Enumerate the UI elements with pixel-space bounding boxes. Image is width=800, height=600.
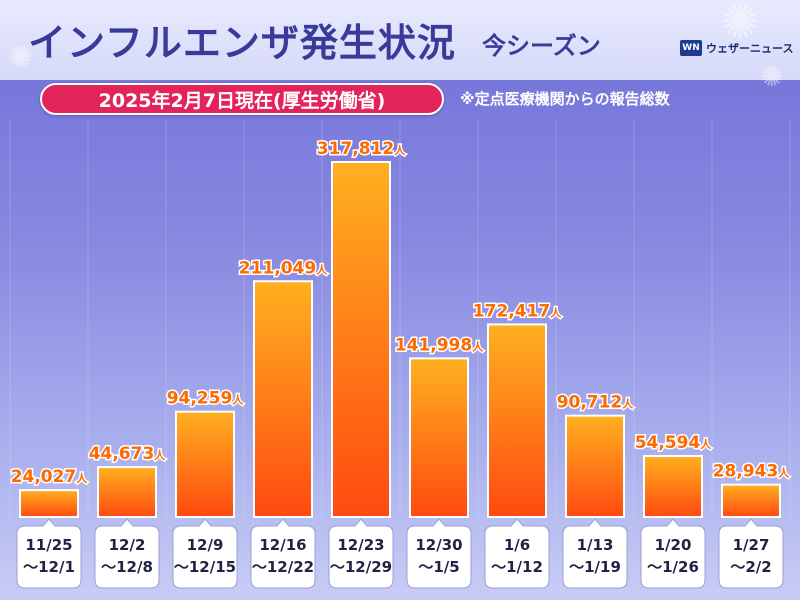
- bar: [331, 161, 391, 518]
- category-tick-label: 〜1/5: [418, 558, 459, 576]
- data-label: 141,998人: [395, 335, 484, 355]
- category-label-box: [562, 518, 628, 589]
- category-tick-label: 〜2/2: [730, 558, 771, 576]
- category-label-box: [718, 518, 784, 589]
- bar: [565, 414, 625, 518]
- category-tick-label: 〜12/15: [174, 558, 236, 576]
- data-label: 44,673人: [89, 444, 167, 464]
- brand-logo: WN ウェザーニュース: [680, 40, 793, 56]
- category-tick-label: 〜12/22: [252, 558, 314, 576]
- date-badge: 2025年2月7日現在(厚生労働省): [40, 83, 444, 115]
- data-label: 211,049人: [239, 258, 328, 278]
- category-tick-label: 〜12/1: [23, 558, 75, 576]
- category-tick-label: 〜1/12: [491, 558, 543, 576]
- category-tick-label: 1/13: [577, 536, 614, 554]
- category-tick-label: 〜12/8: [101, 558, 153, 576]
- virus-decoration-icon: ✺: [760, 60, 784, 93]
- virus-decoration-icon: ✺: [8, 40, 34, 75]
- title-band: [0, 0, 800, 80]
- page-title: インフルエンザ発生状況: [28, 21, 456, 65]
- source-note: ※定点医療機関からの報告総数: [460, 90, 670, 108]
- brand-logo-icon: WN: [680, 40, 702, 56]
- category-label-box: [250, 518, 316, 589]
- data-label: 90,712人: [557, 393, 635, 413]
- data-label: 28,943人: [713, 462, 791, 482]
- data-label: 24,027人: [11, 467, 89, 487]
- season-subtitle: 今シーズン: [482, 32, 601, 60]
- category-tick-label: 12/9: [187, 536, 224, 554]
- data-label: 54,594人: [635, 433, 713, 453]
- category-label-box: [16, 518, 82, 589]
- category-label-box: [640, 518, 706, 589]
- category-tick-label: 12/30: [415, 536, 462, 554]
- category-tick-label: 12/23: [337, 536, 384, 554]
- category-tick-label: 〜1/19: [569, 558, 621, 576]
- category-tick-label: 12/2: [109, 536, 146, 554]
- bar: [19, 489, 79, 518]
- data-label: 317,812人: [317, 139, 406, 159]
- category-label-box: [328, 518, 394, 589]
- virus-decoration-icon: ✺: [720, 0, 761, 50]
- category-tick-label: 〜1/26: [647, 558, 699, 576]
- category-label-box: [484, 518, 550, 589]
- bar: [97, 466, 157, 519]
- bar: [253, 280, 313, 518]
- data-label: 94,259人: [167, 389, 245, 409]
- category-tick-label: 12/16: [259, 536, 306, 554]
- category-tick-label: 11/25: [25, 536, 72, 554]
- data-label: 172,417人: [473, 301, 562, 321]
- category-tick-label: 1/27: [733, 536, 770, 554]
- category-tick-label: 1/6: [504, 536, 530, 554]
- brand-name: ウェザーニュース: [706, 42, 794, 55]
- bar: [409, 357, 469, 518]
- category-tick-label: 1/20: [655, 536, 692, 554]
- category-label-box: [94, 518, 160, 589]
- bar: [487, 323, 547, 518]
- bar: [721, 483, 781, 519]
- category-label-box: [406, 518, 472, 589]
- bar: [175, 410, 235, 519]
- category-tick-label: 〜12/29: [330, 558, 392, 576]
- category-label-box: [172, 518, 238, 589]
- bar: [643, 455, 703, 519]
